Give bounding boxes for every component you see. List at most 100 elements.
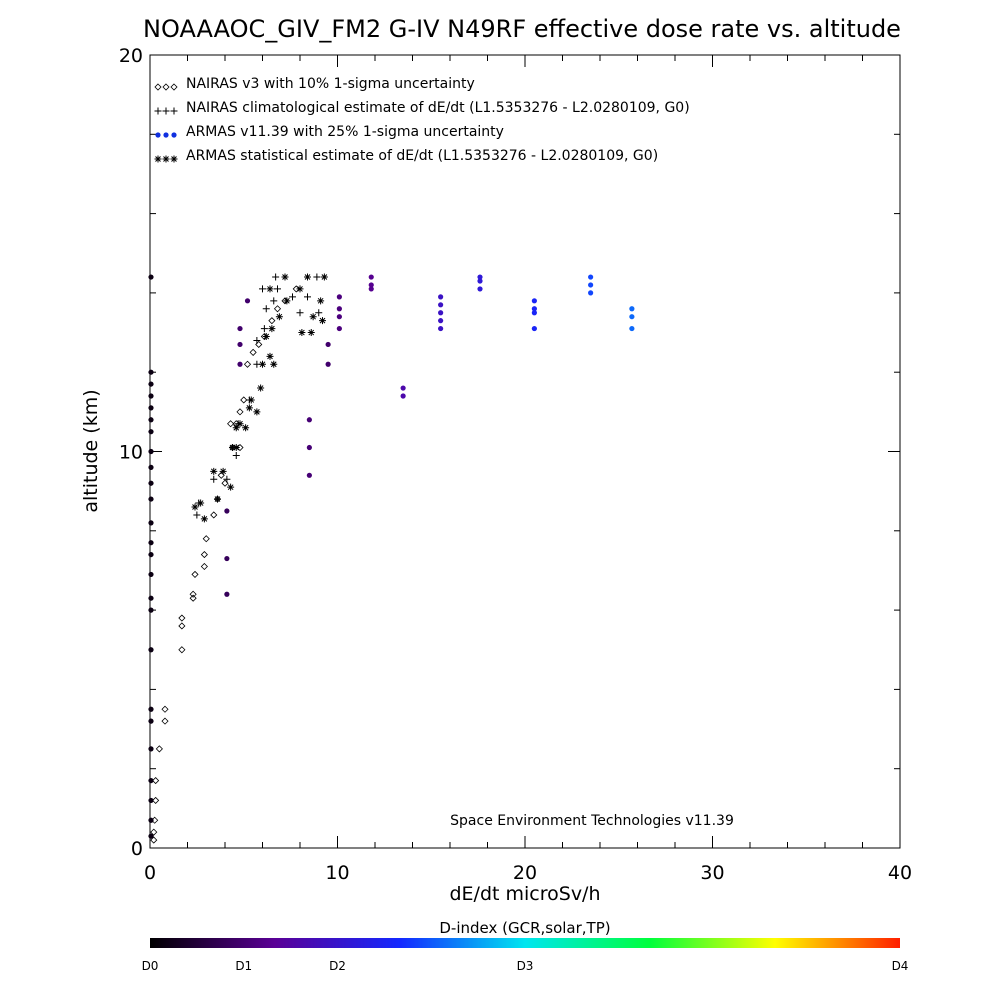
dot-point	[148, 540, 154, 546]
dot-point	[336, 294, 342, 300]
diamond-point	[178, 646, 186, 654]
colorbar	[150, 938, 900, 948]
legend-marker	[162, 83, 170, 91]
asterisk-point	[191, 503, 199, 511]
legend-marker	[162, 155, 170, 163]
series-asterisk	[191, 273, 328, 523]
dot-point	[588, 290, 594, 296]
dot-point	[325, 341, 331, 348]
legend-marker	[170, 155, 178, 163]
dot-point	[148, 480, 154, 486]
plus-point	[232, 451, 240, 459]
plus-point	[262, 305, 270, 313]
diamond-point	[210, 511, 218, 519]
diamond-point	[178, 614, 186, 622]
x-tick-label: 0	[144, 862, 156, 884]
plus-point	[289, 293, 296, 301]
y-axis-label: altitude (km)	[80, 389, 102, 512]
diamond-point	[202, 535, 210, 543]
diamond-point	[161, 717, 169, 725]
legend-marker	[163, 132, 169, 138]
dot-point	[148, 833, 154, 839]
credit-text: Space Environment Technologies v11.39	[450, 813, 734, 829]
plot-frame	[149, 54, 901, 849]
diamond-point	[273, 305, 282, 313]
colorbar-tick-label: D4	[892, 959, 909, 973]
colorbar-tick-label: D2	[329, 959, 346, 973]
legend-entry: ARMAS v11.39 with 25% 1-sigma uncertaint…	[155, 124, 504, 140]
dot-point	[148, 607, 154, 613]
chart-title: NOAAAOC_GIV_FM2 G-IV N49RF effective dos…	[143, 15, 901, 43]
colorbar-title: D-index (GCR,solar,TP)	[439, 919, 610, 937]
legend-marker	[154, 107, 162, 115]
colorbar-tick-label: D1	[235, 959, 252, 973]
dot-point	[438, 294, 444, 300]
dot-point	[148, 381, 154, 387]
dot-point	[400, 385, 406, 391]
asterisk-point	[253, 408, 261, 416]
dot-point	[477, 286, 483, 292]
series-plus	[193, 273, 323, 519]
plus-point	[270, 297, 278, 305]
x-tick-label: 20	[513, 862, 537, 884]
x-tick-label: 10	[325, 862, 349, 884]
dot-point	[325, 361, 331, 367]
asterisk-point	[266, 352, 274, 360]
asterisk-point	[268, 325, 276, 333]
y-tick-label: 10	[119, 442, 143, 464]
dot-point	[368, 274, 374, 280]
legend-entry: NAIRAS v3 with 10% 1-sigma uncertainty	[154, 76, 475, 92]
dot-point	[588, 282, 594, 288]
dot-point	[148, 647, 154, 653]
dot-point	[148, 464, 154, 470]
asterisk-point	[281, 273, 289, 281]
series-diamond	[150, 285, 300, 844]
asterisk-point	[270, 360, 278, 368]
dot-point	[148, 817, 154, 823]
diamond-point	[243, 360, 252, 368]
plus-point	[193, 511, 201, 519]
diamond-point	[155, 745, 163, 753]
dot-point	[588, 274, 594, 280]
legend-marker	[154, 83, 162, 91]
dot-point	[629, 306, 635, 312]
dot-point	[237, 341, 243, 348]
legend-marker	[162, 107, 170, 115]
dot-point	[148, 706, 154, 712]
diamond-point	[292, 285, 300, 293]
asterisk-point	[283, 297, 291, 305]
asterisk-point	[247, 396, 255, 404]
asterisk-point	[319, 317, 326, 325]
dot-point	[148, 496, 154, 502]
dot-point	[531, 298, 537, 304]
plus-point	[274, 285, 281, 293]
x-axis-label: dE/dt microSv/h	[449, 883, 600, 905]
dot-point	[438, 310, 444, 316]
diamond-point	[189, 594, 197, 602]
legend: NAIRAS v3 with 10% 1-sigma uncertainty NA…	[154, 76, 690, 164]
colorbar-ticks: D0 D1 D2 D3 D4	[142, 959, 909, 973]
plus-point	[304, 293, 311, 301]
asterisk-point	[200, 515, 208, 523]
asterisk-point	[309, 313, 317, 321]
legend-label: NAIRAS climatological estimate of dE/dt …	[186, 100, 690, 116]
plus-point	[272, 273, 280, 281]
legend-entry: ARMAS statistical estimate of dE/dt (L1.…	[154, 148, 658, 164]
asterisk-point	[320, 273, 328, 281]
dot-point	[306, 444, 312, 451]
dot-point	[148, 571, 154, 578]
dot-point	[306, 472, 312, 478]
asterisk-point	[232, 424, 240, 432]
dot-point	[531, 325, 537, 332]
diamond-point	[150, 836, 158, 844]
colorbar-tick-label: D3	[517, 959, 534, 973]
dot-point	[336, 314, 342, 320]
axis-ticks: 0 10 20 30 40 0 10 20	[119, 45, 912, 884]
diamond-point	[152, 777, 160, 785]
dot-point	[531, 306, 537, 312]
dot-point	[148, 797, 154, 804]
asterisk-point	[307, 329, 315, 337]
asterisk-point	[242, 424, 250, 432]
dot-point	[148, 369, 154, 375]
data-marks	[148, 273, 635, 844]
